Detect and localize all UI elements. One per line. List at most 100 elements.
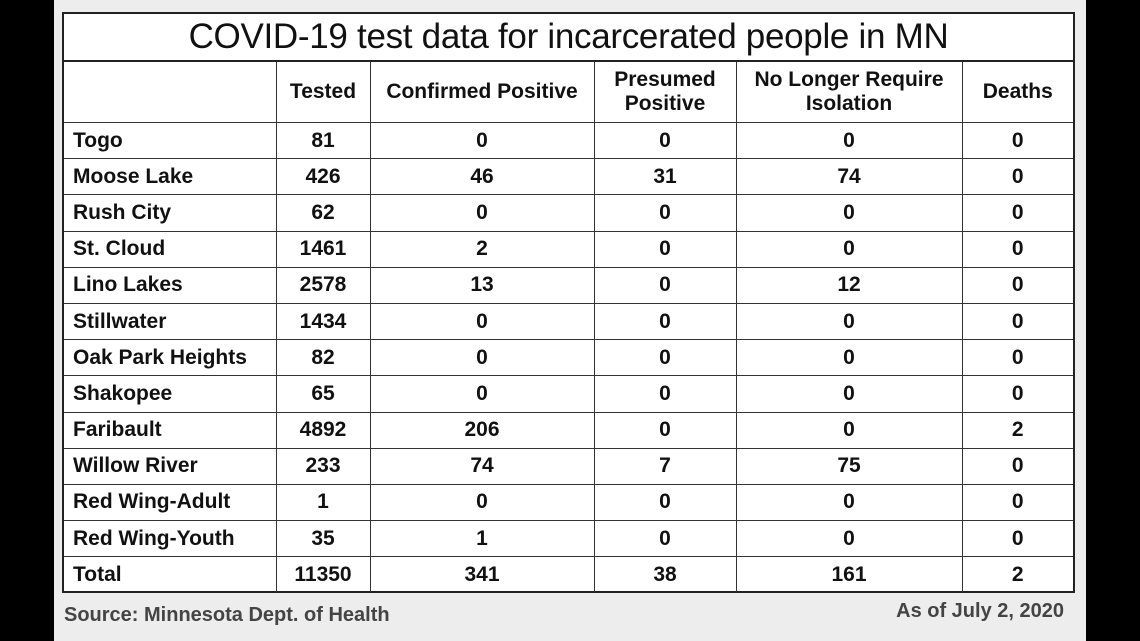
table-row: Lino Lakes 2578 13 0 12 0 bbox=[64, 266, 1073, 304]
cell-tested: 1434 bbox=[275, 302, 371, 341]
cell-presumed: 0 bbox=[593, 230, 737, 268]
cell-tested: 1 bbox=[275, 483, 371, 522]
cell-presumed: 0 bbox=[593, 339, 737, 377]
cell-presumed: 0 bbox=[593, 121, 737, 160]
cell-deaths: 0 bbox=[961, 483, 1073, 522]
cell-no-longer: 0 bbox=[735, 121, 963, 160]
cell-deaths: 0 bbox=[961, 302, 1073, 341]
cell-name: St. Cloud bbox=[64, 230, 277, 268]
cell-name: Shakopee bbox=[64, 375, 277, 413]
cell-tested: 1461 bbox=[275, 230, 371, 268]
cell-deaths: 0 bbox=[961, 339, 1073, 377]
cell-tested: 62 bbox=[275, 194, 371, 232]
table-title: COVID-19 test data for incarcerated peop… bbox=[64, 14, 1073, 62]
cell-deaths: 0 bbox=[961, 266, 1073, 304]
cell-tested: 4892 bbox=[275, 411, 371, 449]
cell-presumed: 0 bbox=[593, 194, 737, 232]
cell-tested: 233 bbox=[275, 447, 371, 485]
cell-no-longer: 161 bbox=[735, 556, 963, 593]
cell-name: Moose Lake bbox=[64, 158, 277, 196]
cell-tested: 65 bbox=[275, 375, 371, 413]
table-row: Rush City 62 0 0 0 0 bbox=[64, 194, 1073, 232]
cell-tested: 81 bbox=[275, 121, 371, 160]
cell-no-longer: 0 bbox=[735, 375, 963, 413]
cell-no-longer: 0 bbox=[735, 302, 963, 341]
cell-tested: 35 bbox=[275, 520, 371, 558]
header-facility bbox=[64, 62, 277, 123]
cell-name: Togo bbox=[64, 121, 277, 160]
cell-deaths: 0 bbox=[961, 158, 1073, 196]
total-row: Total 11350 341 38 161 2 bbox=[64, 556, 1073, 593]
cell-no-longer: 0 bbox=[735, 411, 963, 449]
cell-no-longer: 0 bbox=[735, 520, 963, 558]
cell-confirmed: 0 bbox=[369, 339, 595, 377]
cell-tested: 2578 bbox=[275, 266, 371, 304]
header-tested: Tested bbox=[275, 62, 371, 123]
cell-name: Rush City bbox=[64, 194, 277, 232]
cell-no-longer: 74 bbox=[735, 158, 963, 196]
cell-no-longer: 0 bbox=[735, 194, 963, 232]
cell-presumed: 0 bbox=[593, 411, 737, 449]
cell-no-longer: 12 bbox=[735, 266, 963, 304]
cell-no-longer: 0 bbox=[735, 230, 963, 268]
cell-name: Stillwater bbox=[64, 302, 277, 341]
table-row: Red Wing-Adult 1 0 0 0 0 bbox=[64, 483, 1073, 522]
cell-confirmed: 0 bbox=[369, 375, 595, 413]
table-row: Shakopee 65 0 0 0 0 bbox=[64, 375, 1073, 413]
as-of-date: As of July 2, 2020 bbox=[896, 600, 1064, 622]
cell-deaths: 0 bbox=[961, 520, 1073, 558]
cell-deaths: 0 bbox=[961, 230, 1073, 268]
table-row: Willow River 233 74 7 75 0 bbox=[64, 447, 1073, 485]
cell-presumed: 38 bbox=[593, 556, 737, 593]
cell-deaths: 0 bbox=[961, 447, 1073, 485]
cell-presumed: 0 bbox=[593, 520, 737, 558]
cell-confirmed: 13 bbox=[369, 266, 595, 304]
cell-presumed: 0 bbox=[593, 483, 737, 522]
cell-presumed: 0 bbox=[593, 266, 737, 304]
cell-presumed: 0 bbox=[593, 302, 737, 341]
cell-deaths: 2 bbox=[961, 411, 1073, 449]
cell-tested: 426 bbox=[275, 158, 371, 196]
cell-confirmed: 74 bbox=[369, 447, 595, 485]
cell-deaths: 0 bbox=[961, 194, 1073, 232]
header-row: Tested Confirmed Positive Presumed Posit… bbox=[64, 62, 1073, 123]
cell-confirmed: 0 bbox=[369, 483, 595, 522]
data-table: Tested Confirmed Positive Presumed Posit… bbox=[64, 62, 1073, 593]
cell-confirmed: 1 bbox=[369, 520, 595, 558]
cell-name: Faribault bbox=[64, 411, 277, 449]
cell-deaths: 0 bbox=[961, 121, 1073, 160]
cell-confirmed: 2 bbox=[369, 230, 595, 268]
cell-no-longer: 0 bbox=[735, 339, 963, 377]
cell-confirmed: 0 bbox=[369, 121, 595, 160]
cell-confirmed: 0 bbox=[369, 302, 595, 341]
cell-name: Oak Park Heights bbox=[64, 339, 277, 377]
header-confirmed-positive: Confirmed Positive bbox=[369, 62, 595, 123]
cell-presumed: 0 bbox=[593, 375, 737, 413]
header-no-longer-require-isolation: No Longer Require Isolation bbox=[735, 62, 963, 123]
table-row: Stillwater 1434 0 0 0 0 bbox=[64, 302, 1073, 341]
table-row: Togo 81 0 0 0 0 bbox=[64, 121, 1073, 160]
header-deaths: Deaths bbox=[961, 62, 1073, 123]
cell-confirmed: 206 bbox=[369, 411, 595, 449]
cell-confirmed: 341 bbox=[369, 556, 595, 593]
cell-tested: 11350 bbox=[275, 556, 371, 593]
cell-presumed: 7 bbox=[593, 447, 737, 485]
cell-no-longer: 0 bbox=[735, 483, 963, 522]
cell-confirmed: 0 bbox=[369, 194, 595, 232]
cell-name: Red Wing-Adult bbox=[64, 483, 277, 522]
cell-presumed: 31 bbox=[593, 158, 737, 196]
cell-confirmed: 46 bbox=[369, 158, 595, 196]
table-row: St. Cloud 1461 2 0 0 0 bbox=[64, 230, 1073, 268]
data-table-frame: COVID-19 test data for incarcerated peop… bbox=[62, 12, 1075, 593]
cell-name: Willow River bbox=[64, 447, 277, 485]
content-panel: COVID-19 test data for incarcerated peop… bbox=[54, 0, 1086, 641]
cell-deaths: 2 bbox=[961, 556, 1073, 593]
cell-deaths: 0 bbox=[961, 375, 1073, 413]
cell-name: Total bbox=[64, 556, 277, 593]
table-row: Oak Park Heights 82 0 0 0 0 bbox=[64, 339, 1073, 377]
header-presumed-positive: Presumed Positive bbox=[593, 62, 737, 123]
cell-name: Lino Lakes bbox=[64, 266, 277, 304]
table-row: Moose Lake 426 46 31 74 0 bbox=[64, 158, 1073, 196]
cell-name: Red Wing-Youth bbox=[64, 520, 277, 558]
cell-tested: 82 bbox=[275, 339, 371, 377]
